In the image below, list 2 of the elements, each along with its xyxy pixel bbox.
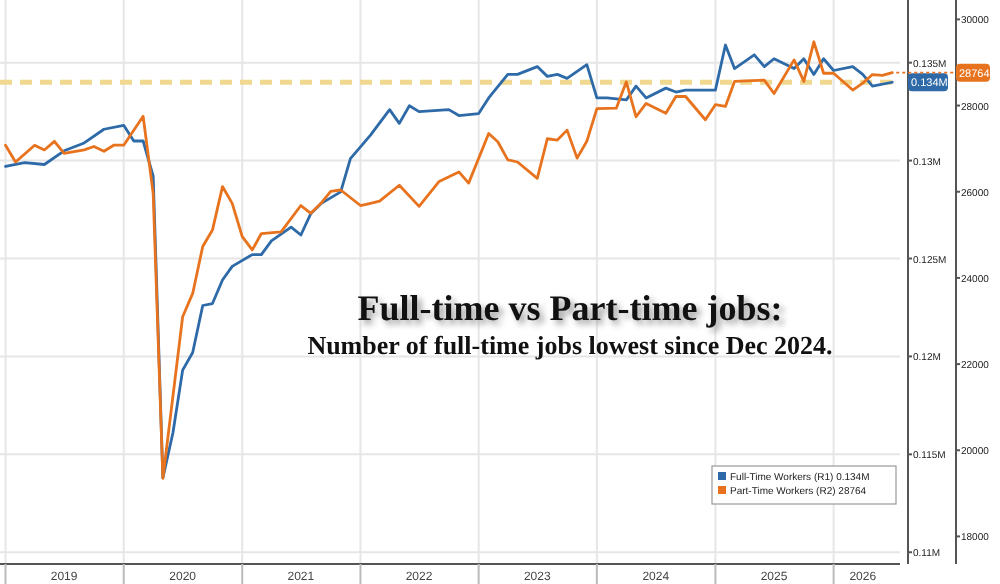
text: Number of full-time jobs lowest since Dec 2024. bbox=[307, 330, 833, 360]
text: Full-time vs Part-time jobs: bbox=[357, 288, 783, 328]
